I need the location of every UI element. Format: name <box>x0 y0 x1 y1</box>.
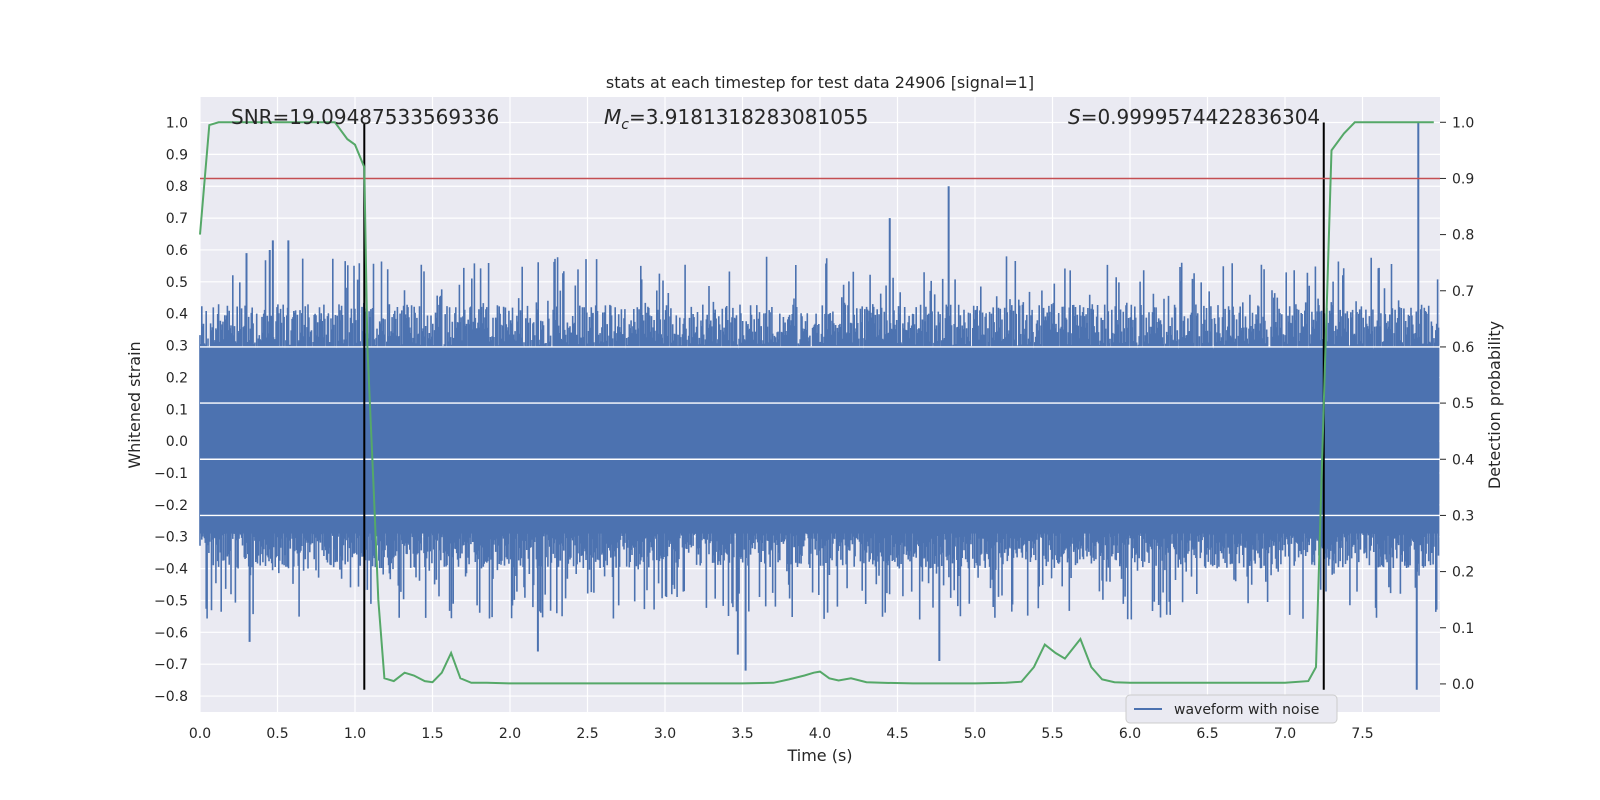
score-symbol: S <box>1068 105 1081 129</box>
y-tick-label: 0.7 <box>166 211 188 227</box>
y-tick-label: 0.2 <box>166 370 188 386</box>
y-tick-label: −0.7 <box>154 657 188 673</box>
y2-tick-label: 0.4 <box>1452 452 1474 468</box>
y-axis-ticks: 1.0 0.9 0.8 0.7 0.6 0.5 0.4 0.3 0.2 0.1 0.0 −0.1 −0.… <box>154 115 188 705</box>
y-tick-label: 0.1 <box>166 402 188 418</box>
x-tick-label: 7.5 <box>1351 726 1373 742</box>
y-tick-label: 0.3 <box>166 339 188 355</box>
y2-tick-label: 0.7 <box>1452 284 1474 300</box>
y2-axis-label: Detection probability <box>1485 321 1504 489</box>
y-tick-label: −0.6 <box>154 625 188 641</box>
x-tick-label: 0.5 <box>266 726 288 742</box>
x-tick-label: 2.0 <box>499 726 521 742</box>
x-tick-label: 7.0 <box>1274 726 1296 742</box>
x-axis-ticks: 0.0 0.5 1.0 1.5 2.0 2.5 3.0 3.5 4.0 4.5 5.0 5.5 6.0 6… <box>189 726 1374 742</box>
y2-tick-label: 0.1 <box>1452 621 1474 637</box>
waveform-series <box>199 122 1440 690</box>
y2-tick-label: 0.8 <box>1452 228 1474 244</box>
score-value: =0.9999574422836304 <box>1081 105 1320 129</box>
y2-tick-label: 1.0 <box>1452 115 1474 131</box>
y-tick-label: 0.4 <box>166 307 188 323</box>
x-tick-label: 3.5 <box>731 726 753 742</box>
y-tick-label: −0.5 <box>154 593 188 609</box>
legend: waveform with noise <box>1125 694 1338 724</box>
y2-tick-label: 0.9 <box>1452 171 1474 187</box>
y-tick-label: 0.0 <box>166 434 188 450</box>
legend-box <box>1125 694 1338 724</box>
y-tick-label: 0.5 <box>166 275 188 291</box>
y2-tick-label: 0.2 <box>1452 565 1474 581</box>
y-tick-label: −0.1 <box>154 466 188 482</box>
x-tick-label: 0.0 <box>189 726 211 742</box>
x-tick-label: 5.5 <box>1041 726 1063 742</box>
y2-tick-label: 0.3 <box>1452 508 1474 524</box>
chirp-mass-value: =3.9181318283081055 <box>629 105 868 129</box>
y-axis-label: Whitened strain <box>125 341 144 468</box>
x-tick-label: 2.5 <box>576 726 598 742</box>
x-axis-label: Time (s) <box>786 746 852 765</box>
x-tick-label: 6.0 <box>1119 726 1141 742</box>
x-tick-label: 6.5 <box>1196 726 1218 742</box>
x-tick-label: 4.5 <box>886 726 908 742</box>
score-annotation: S=0.9999574422836304 <box>1068 105 1320 129</box>
x-tick-label: 4.0 <box>809 726 831 742</box>
y2-tick-label: 0.0 <box>1452 677 1474 693</box>
y-tick-label: −0.2 <box>154 498 188 514</box>
x-tick-label: 1.5 <box>421 726 443 742</box>
y-tick-label: 0.9 <box>166 147 188 163</box>
legend-label-waveform: waveform with noise <box>1174 702 1319 718</box>
right-axis-gridlines-overlay <box>200 346 1440 517</box>
y2-tick-label: 0.5 <box>1452 396 1474 412</box>
snr-annotation: SNR=19.09487533569336 <box>231 105 499 129</box>
y2-tick-label: 0.6 <box>1452 340 1474 356</box>
y-tick-label: 0.6 <box>166 243 188 259</box>
y2-axis-ticks: 1.0 0.9 0.8 0.7 0.6 0.5 0.4 0.3 0.2 0.1 0.0 <box>1440 115 1474 693</box>
x-tick-label: 1.0 <box>344 726 366 742</box>
x-tick-label: 5.0 <box>964 726 986 742</box>
y-tick-label: −0.4 <box>154 562 188 578</box>
probability-line <box>199 121 1434 685</box>
chart-title: stats at each timestep for test data 249… <box>606 73 1034 92</box>
chirp-mass-annotation: Mc=3.9181318283081055 <box>604 105 868 133</box>
x-tick-label: 3.0 <box>654 726 676 742</box>
waveform-core-band <box>200 348 1439 534</box>
chirp-mass-subscript: c <box>621 117 629 133</box>
y-tick-label: 0.8 <box>166 179 188 195</box>
y-tick-label: −0.3 <box>154 530 188 546</box>
chirp-mass-symbol: M <box>604 105 621 129</box>
y-tick-label: −0.8 <box>154 689 188 705</box>
y-tick-label: 1.0 <box>166 115 188 131</box>
